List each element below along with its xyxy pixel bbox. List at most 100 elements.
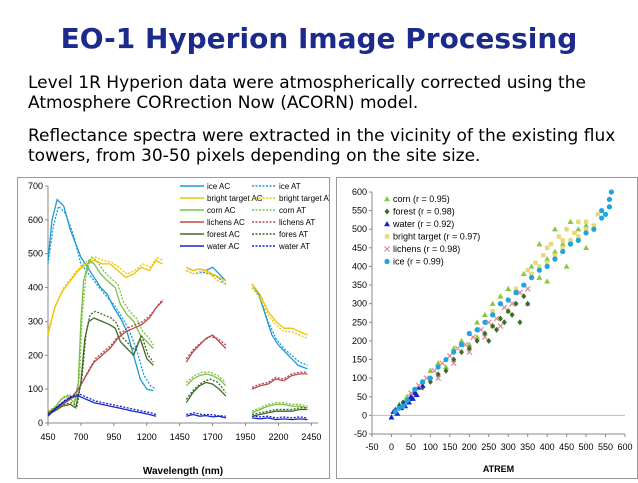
legend-label: corn AT: [279, 206, 306, 215]
series-ice-at: [47, 205, 308, 390]
data-point: [451, 349, 457, 355]
series-line: [251, 402, 308, 412]
x-tick-label: 0: [389, 442, 394, 452]
x-tick-label: 2450: [301, 432, 321, 442]
data-point: [439, 360, 445, 367]
y-tick-label: 450: [352, 243, 367, 253]
series-line: [185, 378, 227, 400]
x-tick-label: 1700: [203, 432, 223, 442]
series-line: [47, 256, 154, 412]
x-tick-label: 700: [73, 432, 88, 442]
data-point: [513, 300, 519, 307]
legend-label: bright target (r = 0.97): [393, 232, 480, 242]
data-point: [400, 403, 406, 409]
data-point: [404, 397, 410, 404]
x-tick-label: 450: [40, 432, 55, 442]
data-point: [505, 285, 512, 291]
series-line: [251, 283, 308, 370]
x-tick-label: 350: [520, 442, 535, 452]
y-tick-label: 200: [28, 350, 43, 360]
x-tick-label: 200: [462, 442, 477, 452]
series-ice: [392, 189, 614, 415]
data-point: [563, 263, 570, 269]
data-point: [516, 289, 523, 296]
data-point: [435, 360, 442, 366]
data-point: [544, 245, 550, 251]
y-tick-label: 600: [352, 187, 367, 197]
data-point: [450, 360, 457, 367]
data-point: [567, 218, 574, 224]
legend-entry: bright target (r = 0.97): [384, 232, 480, 242]
legend-label: bright target AC: [207, 194, 263, 203]
x-tick-label: 1450: [170, 432, 190, 442]
x-tick-label: 500: [579, 442, 594, 452]
data-point: [435, 364, 441, 370]
y-tick-label: 500: [352, 224, 367, 234]
x-tick-label: 50: [406, 442, 416, 452]
series-lichens: [407, 285, 531, 396]
data-point: [583, 219, 589, 224]
data-point: [560, 245, 565, 251]
series-line: [47, 395, 157, 417]
data-point: [559, 241, 566, 247]
data-point: [446, 352, 453, 359]
data-point: [551, 226, 558, 232]
data-point: [528, 275, 535, 281]
series-line: [252, 415, 308, 419]
legend-entry: corn (r = 0.95): [384, 194, 450, 204]
series-line: [47, 317, 154, 416]
data-point: [509, 300, 516, 307]
data-point: [576, 219, 581, 224]
data-point: [524, 285, 531, 292]
data-point: [509, 311, 515, 318]
data-point: [442, 363, 449, 370]
data-point: [575, 237, 581, 243]
paragraph-spectra: Reflectance spectra were extracted in th…: [28, 126, 616, 166]
y-tick-label: 0: [38, 418, 43, 428]
legend-label: water AC: [206, 242, 240, 251]
data-point: [528, 263, 535, 269]
data-point: [466, 341, 473, 347]
data-point: [451, 356, 457, 363]
series-corn-ac: [47, 259, 308, 414]
series-line: [185, 373, 227, 387]
x-tick-label: -50: [365, 442, 378, 452]
y-tick-label: 400: [28, 283, 43, 293]
series-line: [186, 269, 227, 285]
series-ice-ac: [47, 198, 308, 392]
legend-marker: [384, 234, 390, 239]
series-line: [47, 259, 163, 336]
y-tick-label: 550: [352, 206, 367, 216]
series-line: [185, 371, 227, 383]
series-line: [186, 412, 226, 417]
series-line: [251, 403, 308, 414]
y-tick-label: 100: [28, 384, 43, 394]
data-point: [583, 244, 590, 251]
data-point: [544, 260, 550, 265]
data-point: [388, 414, 395, 420]
legend-entry: water (r = 0.92): [384, 219, 454, 229]
legend-entry: ice (r = 0.99): [384, 257, 444, 267]
data-point: [431, 367, 438, 374]
y-tick-label: 300: [352, 299, 367, 309]
legend-label: corn (r = 0.95): [393, 194, 450, 204]
data-point: [450, 345, 457, 351]
data-point: [533, 260, 538, 265]
y-tick-label: 150: [352, 355, 367, 365]
data-point: [427, 367, 434, 373]
data-point: [497, 293, 504, 299]
data-point: [521, 293, 527, 300]
data-point: [490, 312, 496, 318]
data-point: [485, 319, 492, 326]
legend-label: forest AC: [207, 230, 240, 239]
legend-label: lichens (r = 0.98): [393, 244, 460, 254]
legend-marker: [384, 258, 390, 265]
series-line: [251, 287, 308, 339]
series-line: [47, 205, 157, 390]
legend-marker: [384, 196, 390, 202]
y-tick-label: -50: [354, 429, 367, 439]
data-point: [567, 241, 574, 247]
series-lichens-at: [47, 299, 308, 414]
legend-marker: [384, 246, 390, 252]
legend-label: ice AC: [207, 182, 230, 191]
